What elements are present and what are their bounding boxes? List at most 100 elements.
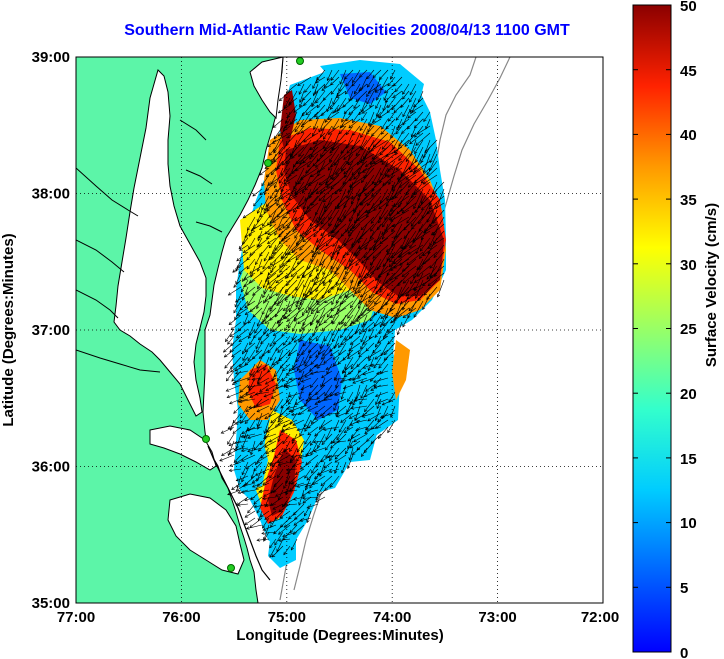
velocity-vector [269, 279, 277, 289]
velocity-vector [346, 237, 361, 256]
velocity-vector [263, 433, 277, 439]
velocity-vector [286, 202, 305, 214]
velocity-vector-head [341, 123, 345, 127]
velocity-vector [348, 377, 361, 381]
velocity-vector [349, 314, 361, 327]
velocity-vector [277, 412, 291, 423]
velocity-vector [300, 384, 312, 390]
velocity-vector [332, 314, 340, 325]
velocity-vector-head [415, 142, 419, 146]
velocity-vector [324, 328, 333, 342]
velocity-vector [365, 153, 382, 167]
velocity-vector [311, 461, 319, 474]
velocity-vector [284, 517, 298, 528]
velocity-vector-head [259, 226, 263, 230]
velocity-vector-head [262, 525, 266, 529]
velocity-vector [370, 433, 382, 444]
velocity-vector [358, 237, 375, 249]
velocity-vector-head [331, 338, 335, 343]
velocity-vector-head [257, 448, 262, 452]
velocity-vector-head [360, 380, 364, 384]
velocity-vector-head [320, 482, 324, 487]
velocity-vector [379, 188, 389, 204]
velocity-vector [279, 356, 291, 369]
velocity-vector [359, 153, 375, 163]
velocity-vector-head [323, 360, 327, 364]
velocity-vector-head [419, 248, 424, 252]
velocity-vector [299, 384, 305, 400]
velocity-vector-head [300, 217, 304, 222]
velocity-vector-head [346, 426, 350, 430]
velocity-vector-head [411, 109, 415, 113]
velocity-vector [329, 475, 340, 488]
velocity-vector [299, 146, 312, 165]
velocity-vector [398, 279, 410, 298]
velocity-vector [284, 321, 291, 331]
velocity-vector [352, 209, 361, 230]
velocity-vector [348, 118, 361, 129]
velocity-vector-head [436, 293, 441, 298]
velocity-vector-head [331, 301, 335, 306]
velocity-vector-head [352, 207, 357, 212]
velocity-vector [233, 279, 242, 288]
velocity-vector-head [242, 350, 246, 355]
velocity-vector [357, 342, 368, 355]
velocity-vector [369, 328, 375, 339]
velocity-vector [219, 454, 235, 462]
velocity-vector-head [366, 93, 370, 98]
velocity-vector [373, 314, 382, 327]
velocity-vector [368, 321, 382, 332]
velocity-vector [282, 419, 298, 427]
velocity-vector [322, 132, 333, 149]
velocity-vector-head [226, 370, 230, 375]
velocity-vector-head [359, 294, 364, 298]
velocity-vector [341, 461, 347, 474]
velocity-vector [347, 349, 361, 359]
velocity-vector-head [369, 295, 373, 299]
velocity-vector [286, 468, 298, 471]
velocity-vector [291, 538, 298, 551]
velocity-vector-head [341, 321, 345, 325]
velocity-vector [332, 118, 340, 130]
velocity-vector [288, 90, 298, 105]
velocity-vector-head [429, 202, 433, 206]
velocity-vector [432, 209, 445, 224]
velocity-vector-head [347, 352, 351, 357]
velocity-vector-head [286, 468, 290, 472]
velocity-vector-head [335, 413, 339, 417]
velocity-vector [283, 118, 298, 129]
velocity-vector-head [361, 110, 366, 114]
velocity-vector-head [238, 338, 243, 342]
velocity-vector [354, 412, 368, 421]
velocity-vector-head [251, 377, 255, 381]
velocity-vector-head [326, 77, 330, 82]
velocity-vector-head [348, 348, 352, 352]
velocity-vector [376, 104, 382, 117]
velocity-vector [350, 335, 361, 345]
velocity-vector [367, 258, 375, 277]
velocity-vector [311, 244, 326, 258]
velocity-vector [273, 132, 284, 153]
velocity-vector [263, 202, 277, 211]
velocity-vector-head [288, 394, 292, 398]
velocity-vector [378, 195, 396, 210]
velocity-vector [265, 384, 277, 391]
velocity-vector [276, 307, 291, 324]
velocity-vector [279, 251, 291, 268]
velocity-vector [424, 216, 438, 232]
velocity-vector-head [333, 377, 338, 381]
velocity-vector [311, 412, 319, 424]
velocity-vector [365, 342, 375, 352]
velocity-vector-head [363, 175, 367, 179]
velocity-vector-head [292, 497, 297, 501]
velocity-vector-head [299, 455, 303, 459]
velocity-vector-head [304, 89, 308, 93]
velocity-vector-head [244, 234, 248, 238]
velocity-vector [298, 167, 312, 185]
velocity-vector [321, 83, 333, 91]
velocity-vector-head [319, 216, 323, 221]
velocity-vector-head [266, 240, 271, 244]
velocity-vector [355, 384, 361, 400]
velocity-vector [328, 279, 340, 293]
velocity-vector-head [240, 448, 245, 453]
